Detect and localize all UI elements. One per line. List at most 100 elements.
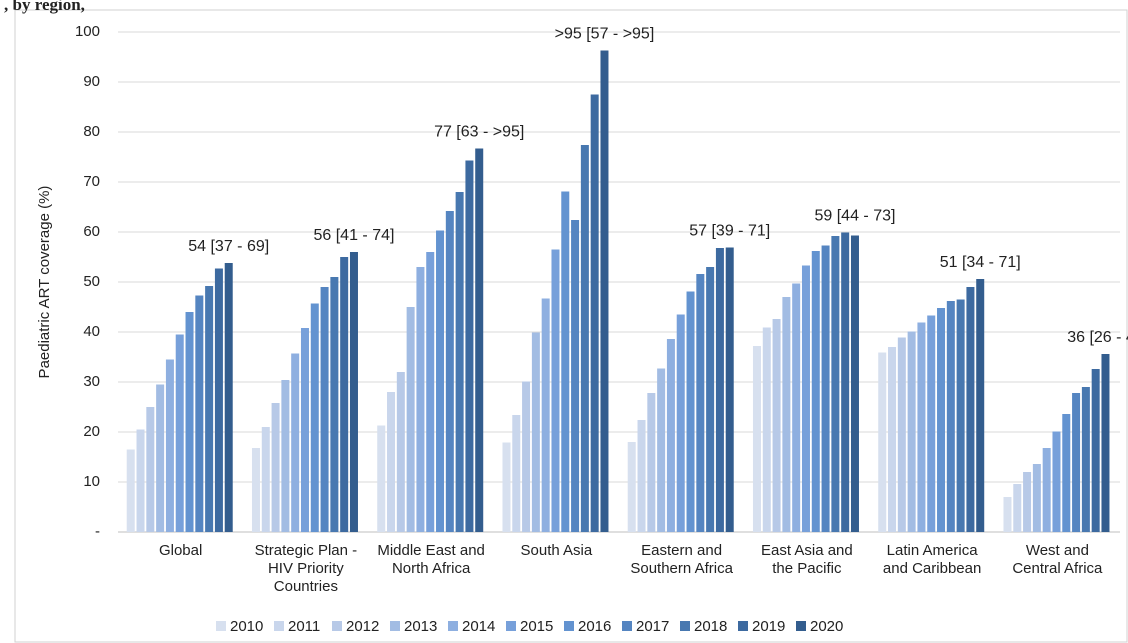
x-tick-label: Strategic Plan -	[255, 542, 358, 559]
bar	[1042, 448, 1051, 532]
y-axis-label: Paediatric ART coverage (%)	[36, 186, 53, 379]
y-tick-label: -	[95, 523, 100, 540]
legend-label: 2017	[636, 618, 669, 635]
bar	[416, 267, 425, 532]
bar	[897, 337, 906, 532]
legend-label: 2011	[288, 618, 320, 635]
legend-label: 2013	[404, 618, 437, 635]
legend-swatch	[390, 621, 400, 631]
bar	[1062, 414, 1071, 532]
legend-swatch	[564, 621, 574, 631]
legend-label: 2018	[694, 618, 727, 635]
bar	[627, 442, 636, 532]
y-tick-label: 50	[83, 273, 100, 290]
bar	[396, 372, 405, 532]
bar	[195, 295, 204, 532]
bar	[156, 384, 165, 532]
bar	[531, 332, 540, 532]
bar	[666, 339, 675, 532]
bar	[136, 429, 145, 532]
y-tick-label: 100	[75, 23, 100, 40]
legend-label: 2020	[810, 618, 843, 635]
bar	[801, 265, 810, 532]
bar	[541, 298, 550, 532]
bar	[821, 245, 830, 532]
bar	[686, 291, 695, 532]
bar	[1003, 497, 1012, 532]
x-tick-label: Global	[159, 542, 202, 559]
legend-swatch	[680, 621, 690, 631]
annotation: 77 [63 - >95]	[434, 124, 524, 141]
bar	[340, 257, 349, 532]
bar	[956, 299, 965, 532]
bar	[907, 331, 916, 532]
bar	[251, 448, 260, 532]
bar	[1091, 369, 1100, 532]
bar	[175, 334, 184, 532]
bar	[888, 347, 897, 532]
legend-swatch	[274, 621, 284, 631]
x-tick-label: the Pacific	[772, 560, 842, 577]
bar	[580, 145, 589, 532]
bar	[811, 251, 820, 532]
bar	[966, 287, 975, 532]
bar	[512, 415, 521, 532]
bar	[937, 308, 946, 532]
y-tick-label: 30	[83, 373, 100, 390]
x-tick-label: Latin America	[887, 542, 979, 559]
annotation: 36 [26 - 48	[1067, 329, 1128, 346]
bar	[706, 267, 715, 532]
bar	[320, 287, 329, 532]
x-tick-label: HIV Priority	[268, 560, 344, 577]
y-tick-label: 40	[83, 323, 100, 340]
bar	[600, 50, 609, 532]
annotation: 56 [41 - 74]	[313, 227, 394, 244]
bar	[387, 392, 396, 532]
bar	[475, 148, 484, 532]
bar	[146, 407, 155, 532]
x-tick-label: and Caribbean	[883, 560, 981, 577]
bar	[261, 427, 270, 532]
chart-frame	[14, 9, 1128, 643]
bar	[291, 353, 300, 532]
legend-swatch	[738, 621, 748, 631]
bar	[436, 230, 445, 532]
bar	[1032, 464, 1041, 532]
chart-title: , by region,	[4, 0, 85, 14]
legend-label: 2019	[752, 618, 785, 635]
bar	[310, 303, 319, 532]
bar	[126, 449, 135, 532]
x-tick-label: Countries	[274, 578, 338, 595]
bar	[502, 442, 511, 532]
legend-label: 2016	[578, 618, 611, 635]
bar	[831, 236, 840, 532]
bar	[522, 381, 531, 532]
bar	[224, 263, 233, 532]
annotation: 54 [37 - 69]	[188, 238, 269, 255]
x-tick-label: West and	[1026, 542, 1089, 559]
bar	[725, 247, 734, 532]
bar	[676, 314, 685, 532]
bar	[590, 94, 599, 532]
bar	[878, 352, 887, 532]
bar	[271, 403, 280, 532]
legend-label: 2015	[520, 618, 553, 635]
bar	[782, 297, 791, 532]
x-tick-label: Eastern and	[641, 542, 722, 559]
bar	[850, 235, 859, 532]
bar	[841, 232, 850, 532]
bar	[917, 322, 926, 532]
bar	[445, 211, 454, 532]
bar	[647, 393, 656, 532]
bar	[406, 307, 415, 532]
bar	[1023, 472, 1032, 532]
bar	[752, 346, 761, 532]
bar	[1101, 354, 1110, 532]
bar	[657, 368, 666, 532]
bar	[165, 359, 174, 532]
y-tick-label: 80	[83, 123, 100, 140]
bar	[214, 268, 223, 532]
bar	[792, 283, 801, 532]
x-tick-label: North Africa	[392, 560, 471, 577]
